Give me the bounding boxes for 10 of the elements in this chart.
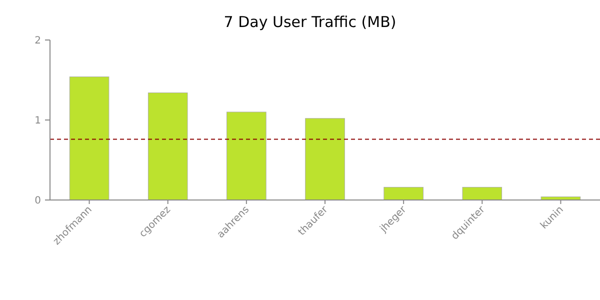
bar — [384, 186, 424, 200]
y-tick-label: 0 — [34, 196, 41, 206]
bar — [69, 76, 110, 200]
bar — [148, 92, 188, 200]
y-tick-label: 2 — [34, 36, 41, 46]
bar — [305, 118, 345, 200]
y-tick-label: 1 — [34, 116, 41, 126]
chart-title: 7 Day User Traffic (MB) — [224, 13, 396, 31]
bar — [462, 186, 502, 200]
bar — [226, 112, 266, 200]
